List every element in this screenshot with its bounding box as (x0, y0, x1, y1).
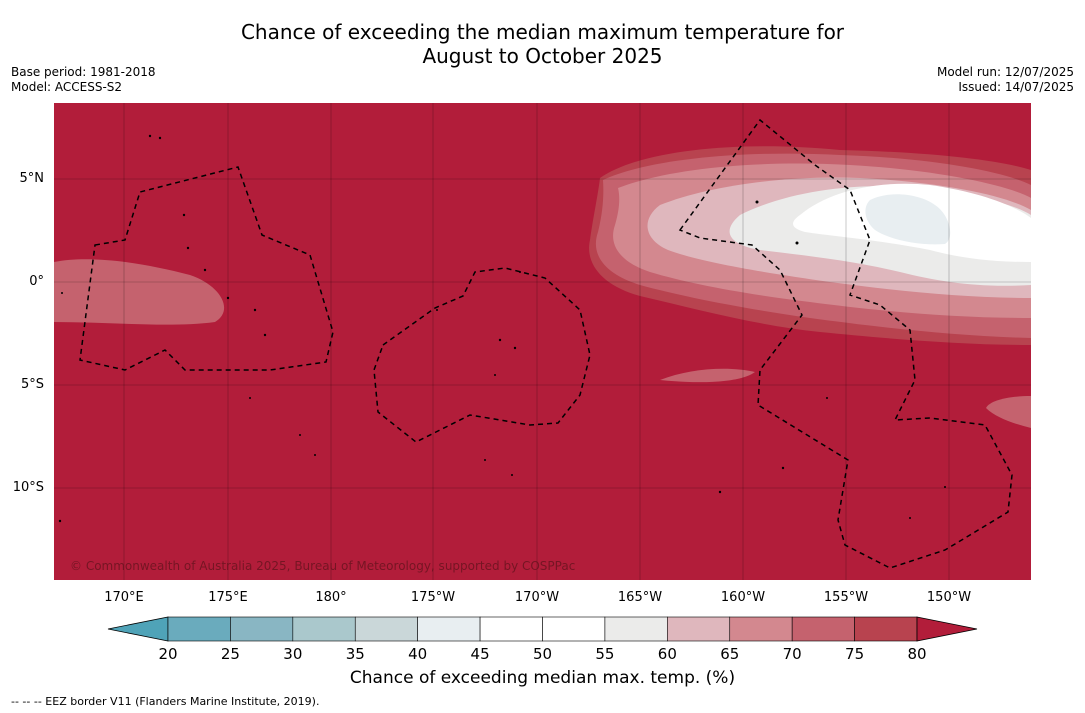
contour-west-75 (54, 259, 225, 325)
colorbar-tick-label: 70 (782, 645, 802, 663)
colorbar-segment (791, 616, 855, 642)
lon-label: 180° (315, 590, 347, 605)
eez-line-islands (678, 118, 1013, 569)
colorbar-segment (542, 616, 606, 642)
colorbar-extend-low (107, 616, 169, 642)
lat-label: 5°S (20, 377, 44, 392)
colorbar-segment (354, 616, 418, 642)
lon-label: 150°W (926, 590, 972, 605)
lon-label: 175°W (410, 590, 456, 605)
colorbar-segment (604, 616, 668, 642)
contour-east-40 (865, 194, 951, 245)
footnote: -- -- -- EEZ border V11 (Flanders Marine… (11, 695, 320, 708)
colorbar-tick-label: 55 (595, 645, 615, 663)
colorbar-tick-label: 30 (283, 645, 303, 663)
colorbar-segment (854, 616, 918, 642)
contour-east-75 (986, 396, 1031, 428)
lon-label: 155°W (823, 590, 869, 605)
colorbar-tick-label: 65 (720, 645, 740, 663)
eez-borders (79, 118, 1013, 569)
lat-label: 5°N (19, 171, 45, 186)
colorbar-extend-high (916, 616, 978, 642)
colorbar-tick-label: 75 (845, 645, 865, 663)
lon-label: 160°W (720, 590, 766, 605)
lat-label: 0° (29, 274, 44, 289)
colorbar-tick-label: 50 (532, 645, 553, 663)
meta-left: Base period: 1981-2018 Model: ACCESS-S2 (11, 65, 156, 95)
colorbar-tick-label: 45 (470, 645, 490, 663)
colorbar-tick-label: 20 (158, 645, 178, 663)
title-line-1: Chance of exceeding the median maximum t… (240, 20, 845, 44)
colorbar-segment (729, 616, 793, 642)
colorbar-tick-label: 80 (907, 645, 927, 663)
chart-title: Chance of exceeding the median maximum t… (0, 20, 1085, 68)
eez-phoenix (373, 267, 591, 443)
lon-label: 175°E (208, 590, 248, 605)
lon-label: 170°W (514, 590, 560, 605)
island-markers (58, 134, 946, 523)
meta-right: Model run: 12/07/2025 Issued: 14/07/2025 (937, 65, 1074, 95)
colorbar-segment (667, 616, 731, 642)
issued-date: Issued: 14/07/2025 (958, 80, 1074, 94)
map-area: © Commonwealth of Australia 2025, Bureau… (54, 103, 1031, 580)
colorbar-tick-label: 25 (220, 645, 240, 663)
lat-label: 10°S (12, 480, 44, 495)
contour-south-75 (660, 368, 755, 383)
copyright-text: © Commonwealth of Australia 2025, Bureau… (70, 559, 575, 573)
lon-label: 170°E (104, 590, 144, 605)
title-line-2: August to October 2025 (422, 44, 663, 68)
colorbar-segment (292, 616, 356, 642)
base-period: Base period: 1981-2018 (11, 65, 156, 79)
model-run: Model run: 12/07/2025 (936, 65, 1074, 79)
colorbar (107, 616, 978, 642)
colorbar-tick-label: 40 (408, 645, 428, 663)
colorbar-segment (417, 616, 481, 642)
colorbar-tick-label: 60 (657, 645, 677, 663)
colorbar-title: Chance of exceeding median max. temp. (%… (349, 668, 736, 688)
eez-tuvalu-kiribati-west (79, 166, 334, 371)
colorbar-segment (479, 616, 543, 642)
colorbar-segment (167, 616, 231, 642)
model-name: Model: ACCESS-S2 (11, 80, 123, 94)
colorbar-segment (230, 616, 294, 642)
lon-label: 165°W (617, 590, 663, 605)
colorbar-tick-label: 35 (345, 645, 365, 663)
